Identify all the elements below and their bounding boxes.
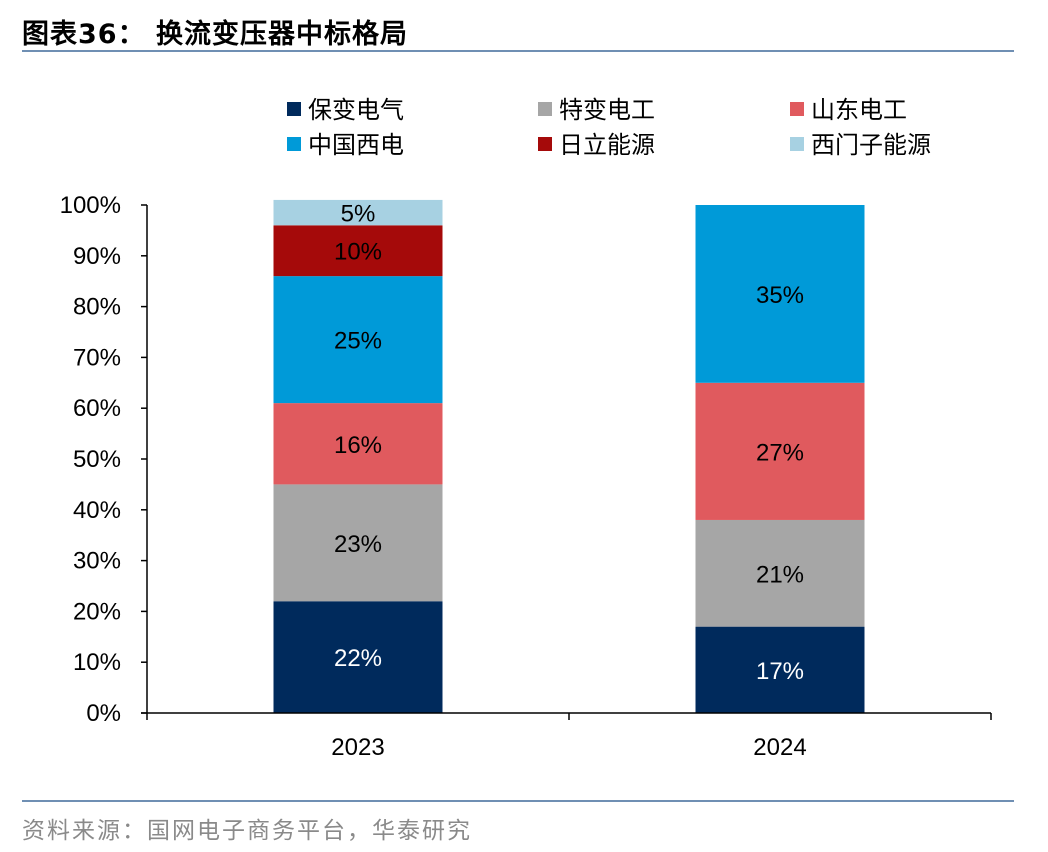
bottom-divider <box>22 800 1014 802</box>
legend-swatch <box>790 137 804 151</box>
y-tick-label: 70% <box>73 344 121 371</box>
data-label: 17% <box>756 658 804 685</box>
y-tick-label: 60% <box>73 395 121 422</box>
y-tick-label: 20% <box>73 598 121 625</box>
source-note: 资料来源：国网电子商务平台，华泰研究 <box>22 818 472 844</box>
y-tick-label: 90% <box>73 243 121 270</box>
legend-swatch <box>287 102 301 116</box>
data-label: 22% <box>334 645 382 672</box>
data-label: 25% <box>334 328 382 355</box>
y-tick-label: 10% <box>73 649 121 676</box>
x-tick-label: 2023 <box>331 734 384 761</box>
bar-segment <box>273 276 443 404</box>
legend-swatch <box>538 137 552 151</box>
top-divider <box>22 50 1014 52</box>
legend-swatch <box>287 137 301 151</box>
bar-segment <box>695 205 865 383</box>
legend-swatch <box>790 102 804 116</box>
y-tick-label: 30% <box>73 548 121 575</box>
y-tick-label: 80% <box>73 294 121 321</box>
bar-segment <box>695 626 865 713</box>
x-tick-label: 2024 <box>753 734 806 761</box>
legend-label: 山东电工 <box>811 96 907 124</box>
bar-segment <box>695 519 865 627</box>
legend-swatch <box>538 102 552 116</box>
data-label: 21% <box>756 561 804 588</box>
legend-label: 保变电气 <box>308 96 404 124</box>
bar-segment <box>273 484 443 602</box>
legend-label: 特变电工 <box>559 96 655 124</box>
y-tick-label: 100% <box>60 192 121 219</box>
data-label: 27% <box>756 439 804 466</box>
data-label: 23% <box>334 531 382 558</box>
legend-label: 中国西电 <box>308 131 404 159</box>
chart-title: 图表36： 换流变压器中标格局 <box>22 19 408 50</box>
data-label: 10% <box>334 239 382 266</box>
data-label: 16% <box>334 432 382 459</box>
bar-segment <box>273 199 443 226</box>
y-tick-label: 50% <box>73 446 121 473</box>
data-label: 5% <box>341 201 376 228</box>
y-tick-label: 40% <box>73 497 121 524</box>
legend-label: 西门子能源 <box>811 131 931 159</box>
bar-segment <box>695 382 865 520</box>
data-label: 35% <box>756 282 804 309</box>
bar-segment <box>273 225 443 277</box>
legend-label: 日立能源 <box>559 131 655 159</box>
bar-segment <box>273 403 443 485</box>
y-tick-label: 0% <box>86 700 121 727</box>
bar-segment <box>273 601 443 713</box>
